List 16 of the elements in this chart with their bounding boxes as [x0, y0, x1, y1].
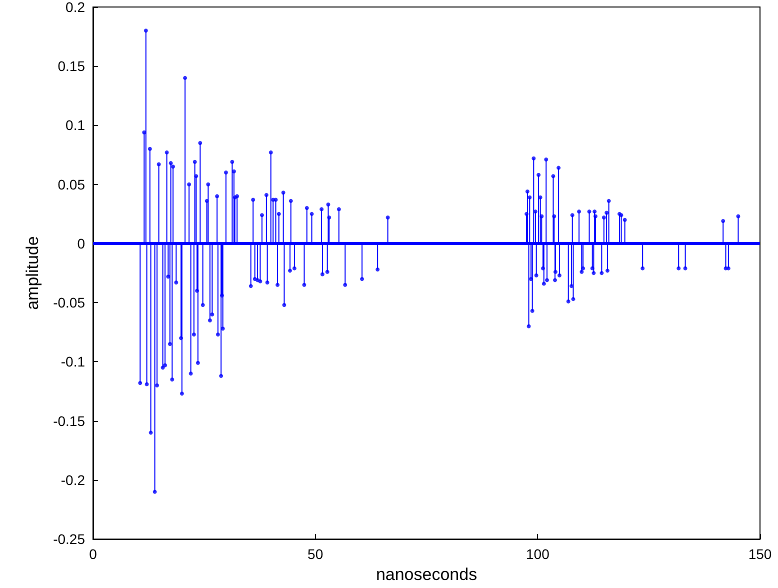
x-tick-label: 150 [748, 546, 772, 562]
y-tick-label: 0.2 [66, 0, 86, 15]
x-tick-label: 0 [89, 546, 98, 562]
x-tick-label: 50 [308, 546, 324, 562]
y-tick-label: 0 [77, 235, 86, 252]
x-axis-title: nanoseconds [376, 565, 478, 584]
y-tick-label: 0.15 [58, 58, 86, 74]
y-tick-label: 0.1 [66, 117, 86, 134]
y-tick-label: -0.2 [60, 472, 86, 488]
y-tick-label: 0.05 [58, 176, 86, 192]
y-tick-label: -0.25 [53, 531, 86, 548]
x-tick-label: 100 [526, 546, 550, 562]
y-tick-label: -0.05 [53, 294, 86, 311]
y-axis-title: amplitude [23, 236, 42, 310]
y-tick-label: -0.1 [60, 354, 86, 370]
y-tick-label: -0.15 [53, 412, 86, 429]
